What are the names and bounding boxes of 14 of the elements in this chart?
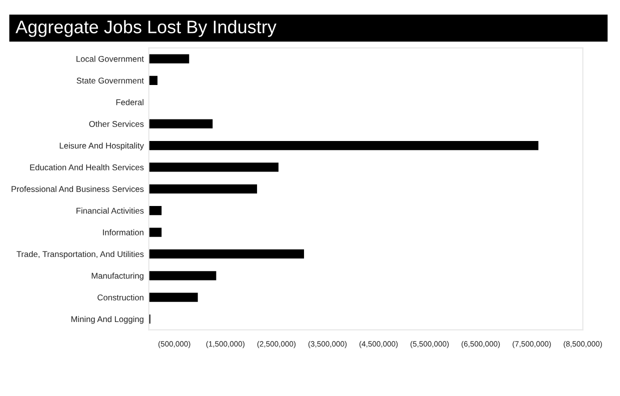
- y-tick-label: Mining And Logging: [71, 316, 144, 324]
- y-tick-label: Professional And Business Services: [12, 186, 144, 192]
- y-tick-label: Leisure And Hospitality: [60, 142, 144, 150]
- y-tick-label: Other Services: [89, 120, 144, 127]
- y-tick-label: Local Government: [76, 56, 144, 62]
- y-tick-label: Financial Activities: [76, 208, 144, 214]
- y-tick-label: Federal: [116, 99, 144, 106]
- y-tick-label: Education And Health Services: [30, 164, 144, 170]
- chart-title: Aggregate Jobs Lost By Industry: [16, 20, 276, 37]
- y-tick-label: Trade, Transportation, And Utilities: [16, 250, 144, 259]
- y-tick-label: Construction: [98, 294, 144, 300]
- y-tick-label: Manufacturing: [92, 272, 144, 280]
- y-tick-label: State Government: [76, 78, 144, 84]
- y-tick-label: Information: [103, 229, 144, 236]
